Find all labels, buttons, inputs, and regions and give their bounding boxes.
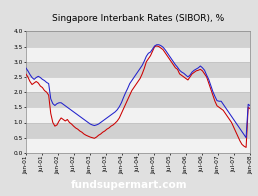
Bar [26,138,250,153]
Bar [26,107,250,122]
Bar [26,62,250,77]
Bar [26,47,250,62]
Text: fundsupermart.com: fundsupermart.com [71,180,187,190]
Bar [26,31,250,47]
Bar [26,77,250,92]
Bar [26,122,250,138]
Bar [26,92,250,107]
Text: Singapore Interbank Rates (SIBOR), %: Singapore Interbank Rates (SIBOR), % [52,14,224,23]
